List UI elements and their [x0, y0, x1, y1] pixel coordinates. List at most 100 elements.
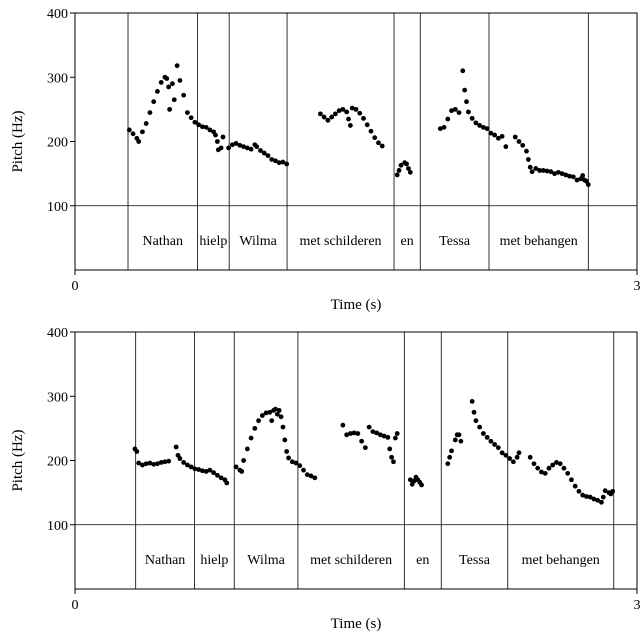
pitch-point: [488, 130, 494, 136]
pitch-point: [539, 469, 544, 475]
word-label: hielp: [200, 553, 228, 568]
pitch-point: [595, 497, 601, 503]
pitch-point: [379, 143, 385, 149]
pitch-point: [248, 435, 254, 441]
pitch-point: [449, 448, 454, 454]
pitch-point: [362, 445, 368, 451]
pitch-point: [574, 177, 580, 183]
pitch-point: [389, 454, 394, 460]
pitch-point: [407, 169, 413, 175]
pitch-point: [136, 139, 142, 144]
pitch-point: [544, 168, 550, 174]
pitch-point: [284, 161, 290, 167]
pitch-point: [166, 84, 172, 90]
pitch-point: [239, 469, 245, 474]
pitch-point: [357, 110, 363, 116]
pitch-point: [203, 469, 209, 474]
pitch-point: [273, 406, 278, 412]
word-label: hielp: [199, 234, 227, 249]
pitch-point: [126, 127, 132, 133]
pitch-point: [364, 122, 370, 128]
pitch-point: [381, 433, 387, 439]
pitch-point: [419, 482, 424, 488]
pitch-point: [158, 79, 164, 85]
pitch-point: [263, 410, 269, 416]
word-label: Nathan: [143, 234, 183, 249]
pitch-point: [516, 450, 522, 456]
pitch-point: [580, 173, 586, 178]
pitch-point: [269, 418, 275, 424]
y-axis-label: Pitch (Hz): [10, 429, 26, 491]
pitch-point: [452, 437, 458, 443]
pitch-point: [456, 110, 462, 115]
pitch-point: [351, 430, 357, 436]
pitch-point: [480, 124, 486, 130]
pitch-point: [488, 438, 494, 444]
pitch-point: [340, 106, 346, 112]
pitch-point: [492, 442, 498, 447]
pitch-point: [167, 106, 173, 112]
word-label: met behangen: [500, 234, 578, 249]
pitch-point: [529, 169, 535, 175]
word-label: met behangen: [522, 553, 600, 568]
pitch-point: [347, 123, 353, 128]
pitch-point: [370, 429, 376, 434]
pitch-point: [599, 499, 604, 505]
y-tick-label: 400: [47, 326, 68, 341]
pitch-point: [241, 144, 247, 150]
pitch-point: [241, 458, 247, 463]
pitch-point: [220, 134, 226, 140]
pitch-point: [464, 99, 469, 105]
pitch-point: [155, 88, 160, 94]
pitch-point: [584, 494, 589, 499]
pitch-point: [484, 434, 490, 440]
y-tick-label: 200: [47, 136, 68, 151]
pitch-point: [332, 111, 338, 117]
pitch-point: [407, 477, 413, 483]
pitch-point: [199, 468, 205, 474]
y-tick-label: 300: [47, 390, 68, 405]
pitch-point: [376, 140, 381, 146]
pitch-point: [289, 459, 295, 465]
pitch-point: [441, 124, 447, 130]
pitch-point: [134, 449, 140, 454]
x-tick-label: 0: [72, 279, 79, 294]
pitch-point: [537, 168, 542, 173]
pitch-point: [587, 494, 593, 500]
pitch-point: [480, 431, 486, 436]
pitch-point: [336, 108, 342, 114]
pitch-point: [471, 409, 477, 415]
word-label: en: [416, 553, 429, 568]
pitch-point: [273, 158, 278, 164]
pitch-point: [473, 120, 479, 126]
pitch-point: [155, 461, 160, 467]
pitch-point: [602, 488, 608, 494]
pitch-point: [130, 131, 136, 137]
y-tick-label: 200: [47, 455, 68, 470]
pitch-point: [177, 456, 183, 461]
pitch-point: [527, 164, 533, 170]
pitch-point: [473, 418, 479, 424]
y-axis-label: Pitch (Hz): [10, 110, 26, 172]
pitch-point: [218, 475, 224, 481]
pitch-point: [233, 464, 239, 470]
pitch-point: [516, 139, 522, 144]
pitch-point: [510, 459, 516, 465]
pitch-point: [499, 450, 505, 456]
pitch-point: [559, 171, 565, 177]
x-tick-label: 3: [634, 598, 641, 613]
pitch-point: [580, 492, 586, 498]
pitch-point: [484, 126, 490, 132]
pitch-point: [466, 109, 471, 115]
pitch-point: [387, 446, 393, 452]
pitch-point: [214, 139, 220, 144]
pitch-point: [188, 115, 194, 121]
pitch-point: [261, 150, 267, 156]
pitch-point: [196, 467, 202, 472]
word-label: Nathan: [145, 553, 185, 568]
pitch-point: [477, 424, 483, 430]
pitch-point: [398, 162, 404, 168]
pitch-point: [445, 461, 451, 467]
pitch-point: [147, 460, 153, 466]
word-label: en: [401, 234, 414, 249]
